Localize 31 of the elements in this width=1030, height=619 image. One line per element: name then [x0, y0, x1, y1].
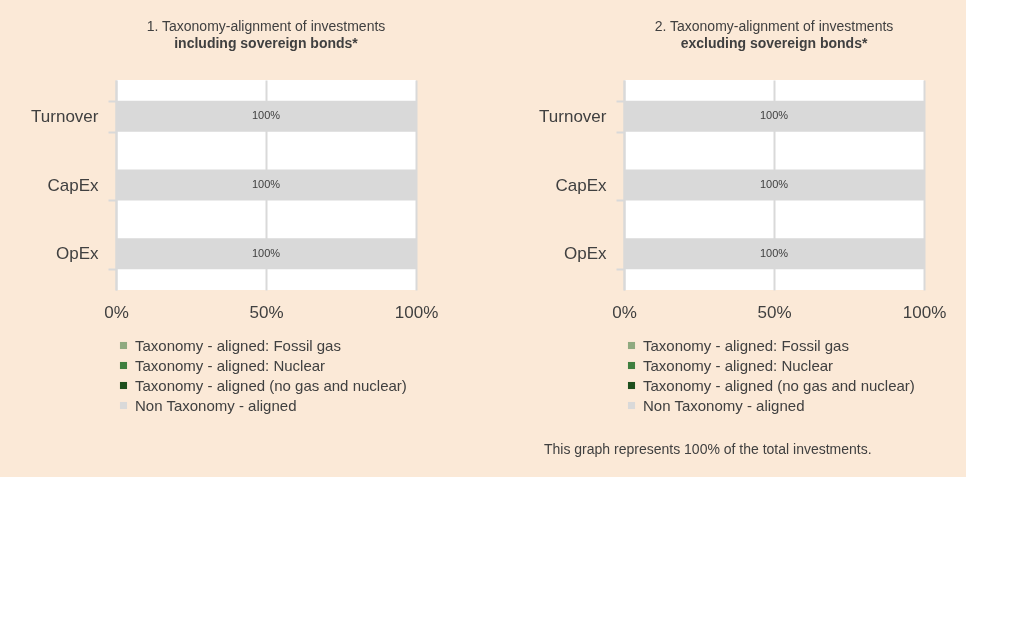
data-label: 100% [759, 178, 789, 190]
y-tick-label: Turnover [539, 106, 607, 126]
legend-label: Non Taxonomy - aligned [643, 396, 805, 414]
legend-label: Taxonomy - aligned: Fossil gas [643, 336, 849, 354]
legend-label: Taxonomy - aligned: Nuclear [135, 356, 326, 374]
legend-label: Taxonomy - aligned (no gas and nuclear) [135, 376, 407, 394]
x-tick-label: 0% [104, 302, 129, 322]
x-tick-label: 50% [757, 302, 792, 322]
data-label: 100% [251, 246, 281, 259]
text: This graph represents 100% of the total investments. [544, 441, 872, 457]
x-tick-label: 100% [394, 302, 439, 322]
chart-subtitle: including sovereign bonds* [174, 35, 359, 51]
y-tick-label: OpEx [563, 244, 607, 264]
y-tick-label: OpEx [55, 244, 99, 264]
chart-title: 2. Taxonomy-alignment of investments [654, 18, 894, 34]
legend-label: Taxonomy - aligned: Fossil gas [135, 336, 341, 354]
legend-label: Taxonomy - aligned (no gas and nuclear) [643, 376, 915, 394]
y-tick-label: CapEx [47, 175, 99, 195]
chart-title: 1. Taxonomy-alignment of investments [146, 18, 386, 34]
data-label: 100% [759, 246, 789, 259]
x-tick-label: 50% [249, 302, 284, 322]
legend-label: Taxonomy - aligned: Nuclear [643, 356, 834, 374]
legend-label: Non Taxonomy - aligned [135, 396, 297, 414]
y-tick-label: CapEx [555, 175, 607, 195]
data-label: 100% [759, 109, 789, 122]
y-tick-label: Turnover [31, 106, 99, 126]
chart-subtitle: excluding sovereign bonds* [680, 35, 868, 51]
x-tick-label: 0% [612, 302, 637, 322]
data-label: 100% [251, 109, 281, 122]
data-label: 100% [251, 178, 281, 190]
x-tick-label: 100% [902, 302, 947, 322]
